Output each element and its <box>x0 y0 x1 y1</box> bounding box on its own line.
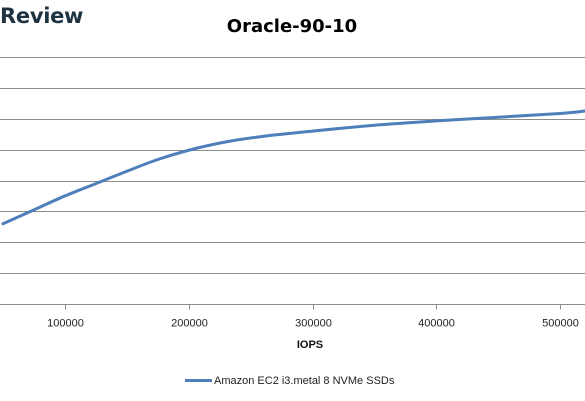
gridlines <box>0 57 585 305</box>
x-tick-label: 300000 <box>295 318 332 330</box>
x-axis-label: IOPS <box>297 339 323 351</box>
x-tick-label: 200000 <box>171 318 208 330</box>
x-tick-label: 500000 <box>542 318 579 330</box>
x-tick-label: 400000 <box>418 318 455 330</box>
series-line <box>1 109 585 226</box>
x-axis-ticks: 100000 200000 300000 400000 500000 <box>47 304 579 330</box>
legend[interactable]: Amazon EC2 i3.metal 8 NVMe SSDs <box>185 375 395 387</box>
x-tick-label: 100000 <box>47 318 84 330</box>
legend-label: Amazon EC2 i3.metal 8 NVMe SSDs <box>214 375 395 387</box>
series-layer <box>1 109 585 226</box>
logo: Review <box>0 4 84 28</box>
chart-title: Oracle-90-10 <box>227 16 357 37</box>
